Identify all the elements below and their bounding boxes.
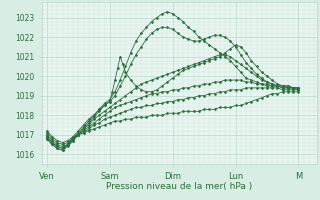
X-axis label: Pression niveau de la mer( hPa ): Pression niveau de la mer( hPa ): [106, 182, 252, 191]
